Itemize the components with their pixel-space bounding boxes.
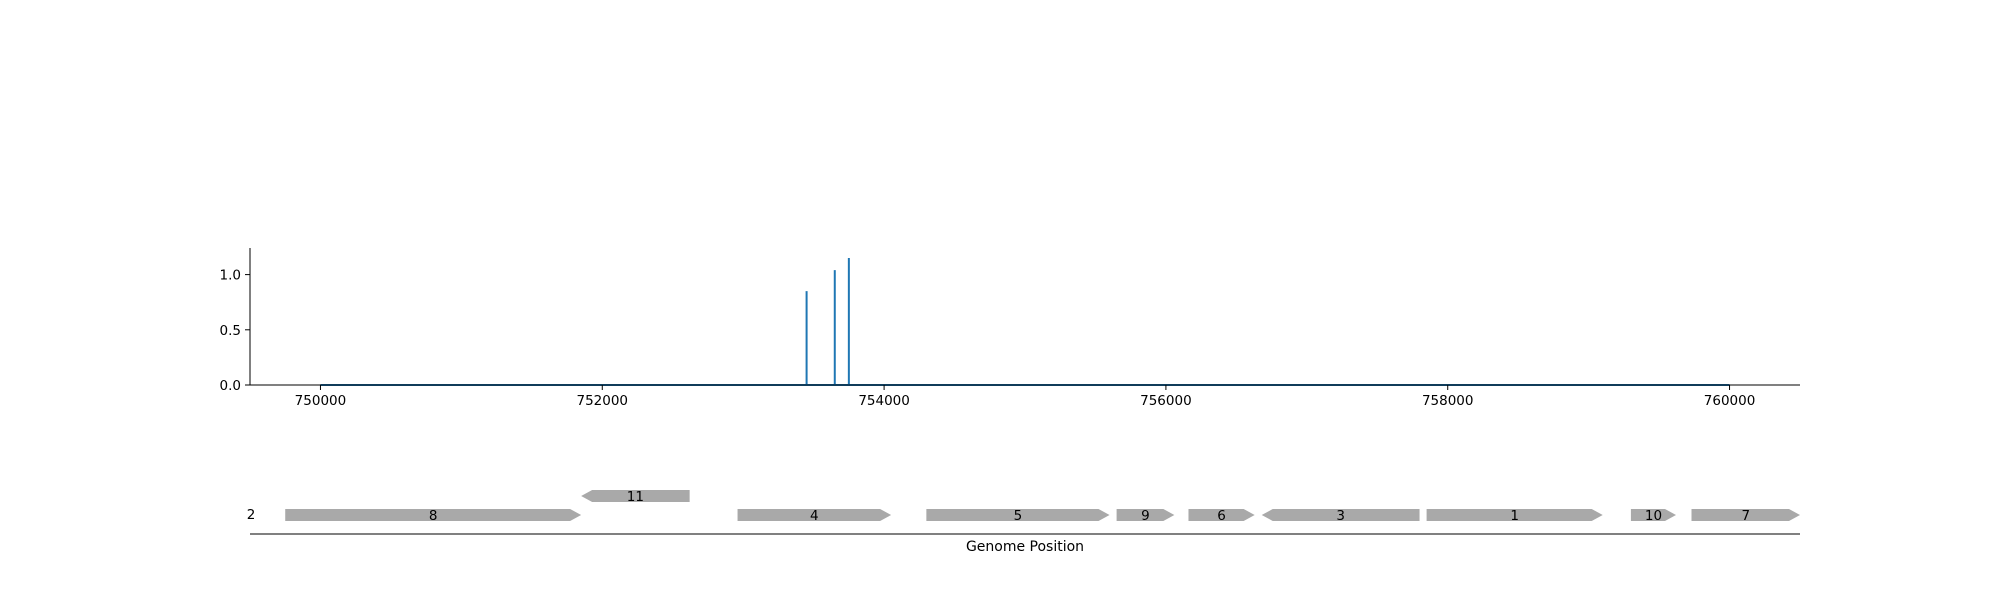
x-axis-ticks: 750000 752000 754000 756000 758000 760000 xyxy=(295,385,1756,409)
gene-label-8: 8 xyxy=(429,508,438,524)
coverage-series xyxy=(320,258,1730,386)
gene-arrow-9 xyxy=(1116,509,1175,521)
gene-label-10: 10 xyxy=(1645,508,1662,524)
gene-arrows: 8 11 4 5 9 6 3 1 10 7 xyxy=(285,489,1800,524)
gene-track: 8 11 4 5 9 6 3 1 10 7 2 Genome Position xyxy=(247,489,1800,555)
x-tick-label: 750000 xyxy=(295,393,347,409)
gene-label-4: 4 xyxy=(810,508,819,524)
x-axis-title: Genome Position xyxy=(966,539,1084,555)
gene-arrow-1 xyxy=(1426,509,1603,521)
x-tick-label: 752000 xyxy=(576,393,628,409)
track-label: 2 xyxy=(247,507,256,523)
gene-arrow-5 xyxy=(926,509,1110,521)
x-tick-label: 758000 xyxy=(1422,393,1474,409)
x-tick-label: 754000 xyxy=(858,393,910,409)
gene-label-6: 6 xyxy=(1217,508,1226,524)
gene-label-1: 1 xyxy=(1510,508,1519,524)
gene-arrow-11 xyxy=(581,490,690,502)
x-tick-label: 760000 xyxy=(1704,393,1756,409)
gene-arrow-7 xyxy=(1691,509,1800,521)
gene-arrow-10 xyxy=(1630,509,1676,521)
gene-label-9: 9 xyxy=(1141,508,1150,524)
gene-label-7: 7 xyxy=(1741,508,1750,524)
y-tick-label: 0.5 xyxy=(220,323,241,339)
gene-arrow-4 xyxy=(737,509,892,521)
gene-label-3: 3 xyxy=(1336,508,1345,524)
x-tick-label: 756000 xyxy=(1140,393,1192,409)
gene-label-5: 5 xyxy=(1014,508,1023,524)
gene-label-11: 11 xyxy=(627,489,644,505)
gene-arrow-8 xyxy=(285,509,582,521)
y-tick-label: 0.0 xyxy=(220,378,241,394)
gene-arrow-6 xyxy=(1188,509,1255,521)
y-axis-ticks: 0.0 0.5 1.0 xyxy=(220,268,250,394)
y-tick-label: 1.0 xyxy=(220,268,241,284)
gene-arrow-3 xyxy=(1261,509,1420,521)
coverage-plot: 750000 752000 754000 756000 758000 760000 0.0… xyxy=(220,248,1800,409)
